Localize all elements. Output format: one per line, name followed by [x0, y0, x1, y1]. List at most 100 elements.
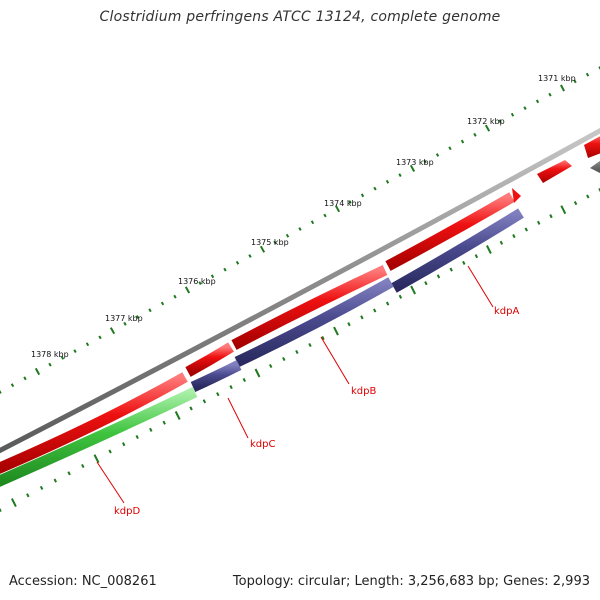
cds-red-arrow-1 [512, 188, 521, 203]
ruler-label: 1377 kbp [105, 314, 143, 323]
cds-red-segment-1 [0, 372, 188, 474]
ruler-minor-tick [285, 233, 290, 238]
ruler-minor-tick [48, 362, 52, 367]
kdpD-label: kdpD [114, 506, 140, 517]
map-title: Clostridium perfringens ATCC 13124, comp… [99, 9, 501, 25]
track-minor-tick [39, 485, 44, 490]
backbone-track [0, 127, 600, 454]
ruler-minor-tick [323, 213, 327, 218]
track-minor-tick [436, 274, 441, 279]
track-minor-tick [67, 471, 71, 476]
kdpD-gene-bar [0, 387, 198, 487]
kdpB-label: kdpB [351, 386, 376, 397]
track-major-tick [11, 498, 17, 508]
ruler-minor-tick [248, 254, 252, 258]
track-minor-tick [122, 442, 126, 447]
ruler: 1371 kbp 1372 kbp 1373 kbp 1374 kbp 1375 kbp… [0, 66, 600, 513]
ruler-minor-tick [235, 260, 240, 265]
ruler-minor-tick [523, 106, 527, 110]
track-minor-tick [398, 294, 403, 299]
ruler-minor-tick [473, 132, 477, 137]
ruler-major-tick [34, 367, 41, 376]
ruler-minor-tick [85, 342, 90, 347]
ruler-minor-tick [210, 274, 215, 279]
track-major-tick [93, 454, 100, 464]
ruler-minor-tick [135, 315, 140, 319]
ruler-major-tick [560, 84, 565, 92]
ruler-label: 1372 kbp [467, 117, 505, 126]
ruler-minor-tick [598, 66, 600, 70]
ruler-label: 1371 kbp [538, 74, 576, 83]
ruler-minor-tick [423, 159, 427, 164]
track-minor-tick [149, 427, 153, 432]
track-major-tick [486, 245, 492, 254]
ruler-label: 1378 kbp [31, 350, 69, 359]
track-minor-tick [269, 363, 273, 369]
track-minor-tick [26, 493, 30, 498]
kdpC-leader-line [227, 397, 249, 439]
track-minor-tick [598, 188, 600, 193]
kdpA-gene-bar [391, 208, 524, 293]
ruler-minor-tick [398, 173, 402, 177]
ruler-label: 1376 kbp [178, 277, 216, 286]
track-minor-tick [586, 194, 590, 199]
cds-red-arrow-small [537, 160, 572, 183]
ruler-minor-tick [73, 349, 77, 353]
track-minor-tick [321, 336, 325, 341]
kdpA-label: kdpA [494, 306, 519, 317]
ruler-minor-tick [573, 79, 577, 84]
ruler-minor-tick [310, 220, 315, 225]
track-minor-tick [282, 356, 286, 362]
ruler-minor-tick [585, 72, 590, 77]
ruler-minor-tick [435, 153, 440, 157]
gene-labels: kdpA kdpB kdpC kdpD [96, 265, 519, 517]
ruler-major-tick [109, 327, 116, 335]
track-major-tick [254, 368, 261, 378]
ruler-minor-tick [510, 112, 515, 117]
track-minor-tick [524, 227, 528, 232]
track-major-tick [333, 326, 339, 336]
accession-text: Accession: NC_008261 [9, 574, 157, 589]
track-minor-tick [0, 507, 2, 513]
ruler-minor-tick [160, 301, 165, 306]
ruler-minor-tick [498, 119, 502, 124]
track-minor-tick [512, 234, 516, 239]
track-minor-tick [385, 301, 390, 306]
track-minor-tick [295, 349, 299, 355]
ruler-minor-tick [448, 146, 452, 151]
ruler-minor-tick [60, 356, 65, 360]
cds-gray-fragment [590, 160, 600, 173]
genome-summary-text: Topology: circular; Length: 3,256,683 bp… [232, 574, 590, 589]
ruler-label: 1375 kbp [251, 238, 289, 247]
ruler-label: 1374 kbp [324, 199, 362, 208]
track-minor-tick [373, 308, 377, 313]
track-minor-tick [308, 342, 312, 348]
ruler-minor-tick [548, 92, 552, 97]
track-minor-tick [474, 254, 479, 259]
ruler-minor-tick [298, 227, 302, 231]
track-minor-tick [242, 377, 246, 383]
track-minor-tick [449, 267, 453, 272]
track-minor-tick [202, 399, 207, 404]
track-minor-tick [135, 434, 139, 440]
ruler-minor-tick [198, 281, 202, 285]
ruler-minor-tick [0, 390, 2, 394]
cds-red-segment-4 [385, 192, 515, 271]
ruler-minor-tick [123, 321, 127, 326]
ruler-minor-tick [535, 99, 540, 104]
ruler-minor-tick [460, 139, 465, 144]
kdpC-label: kdpC [250, 439, 275, 450]
ruler-major-tick [184, 286, 191, 294]
kdpC-gene-bar [190, 360, 242, 393]
ruler-minor-tick [10, 383, 15, 388]
track-minor-tick [81, 463, 85, 469]
track-major-tick [174, 411, 181, 420]
track-minor-tick [537, 220, 541, 225]
track-major-tick [410, 285, 416, 295]
track-minor-tick [424, 281, 428, 286]
kdpB-leader-line [320, 336, 350, 385]
cds-red-segment-3 [231, 265, 388, 350]
track-minor-tick [216, 392, 220, 397]
